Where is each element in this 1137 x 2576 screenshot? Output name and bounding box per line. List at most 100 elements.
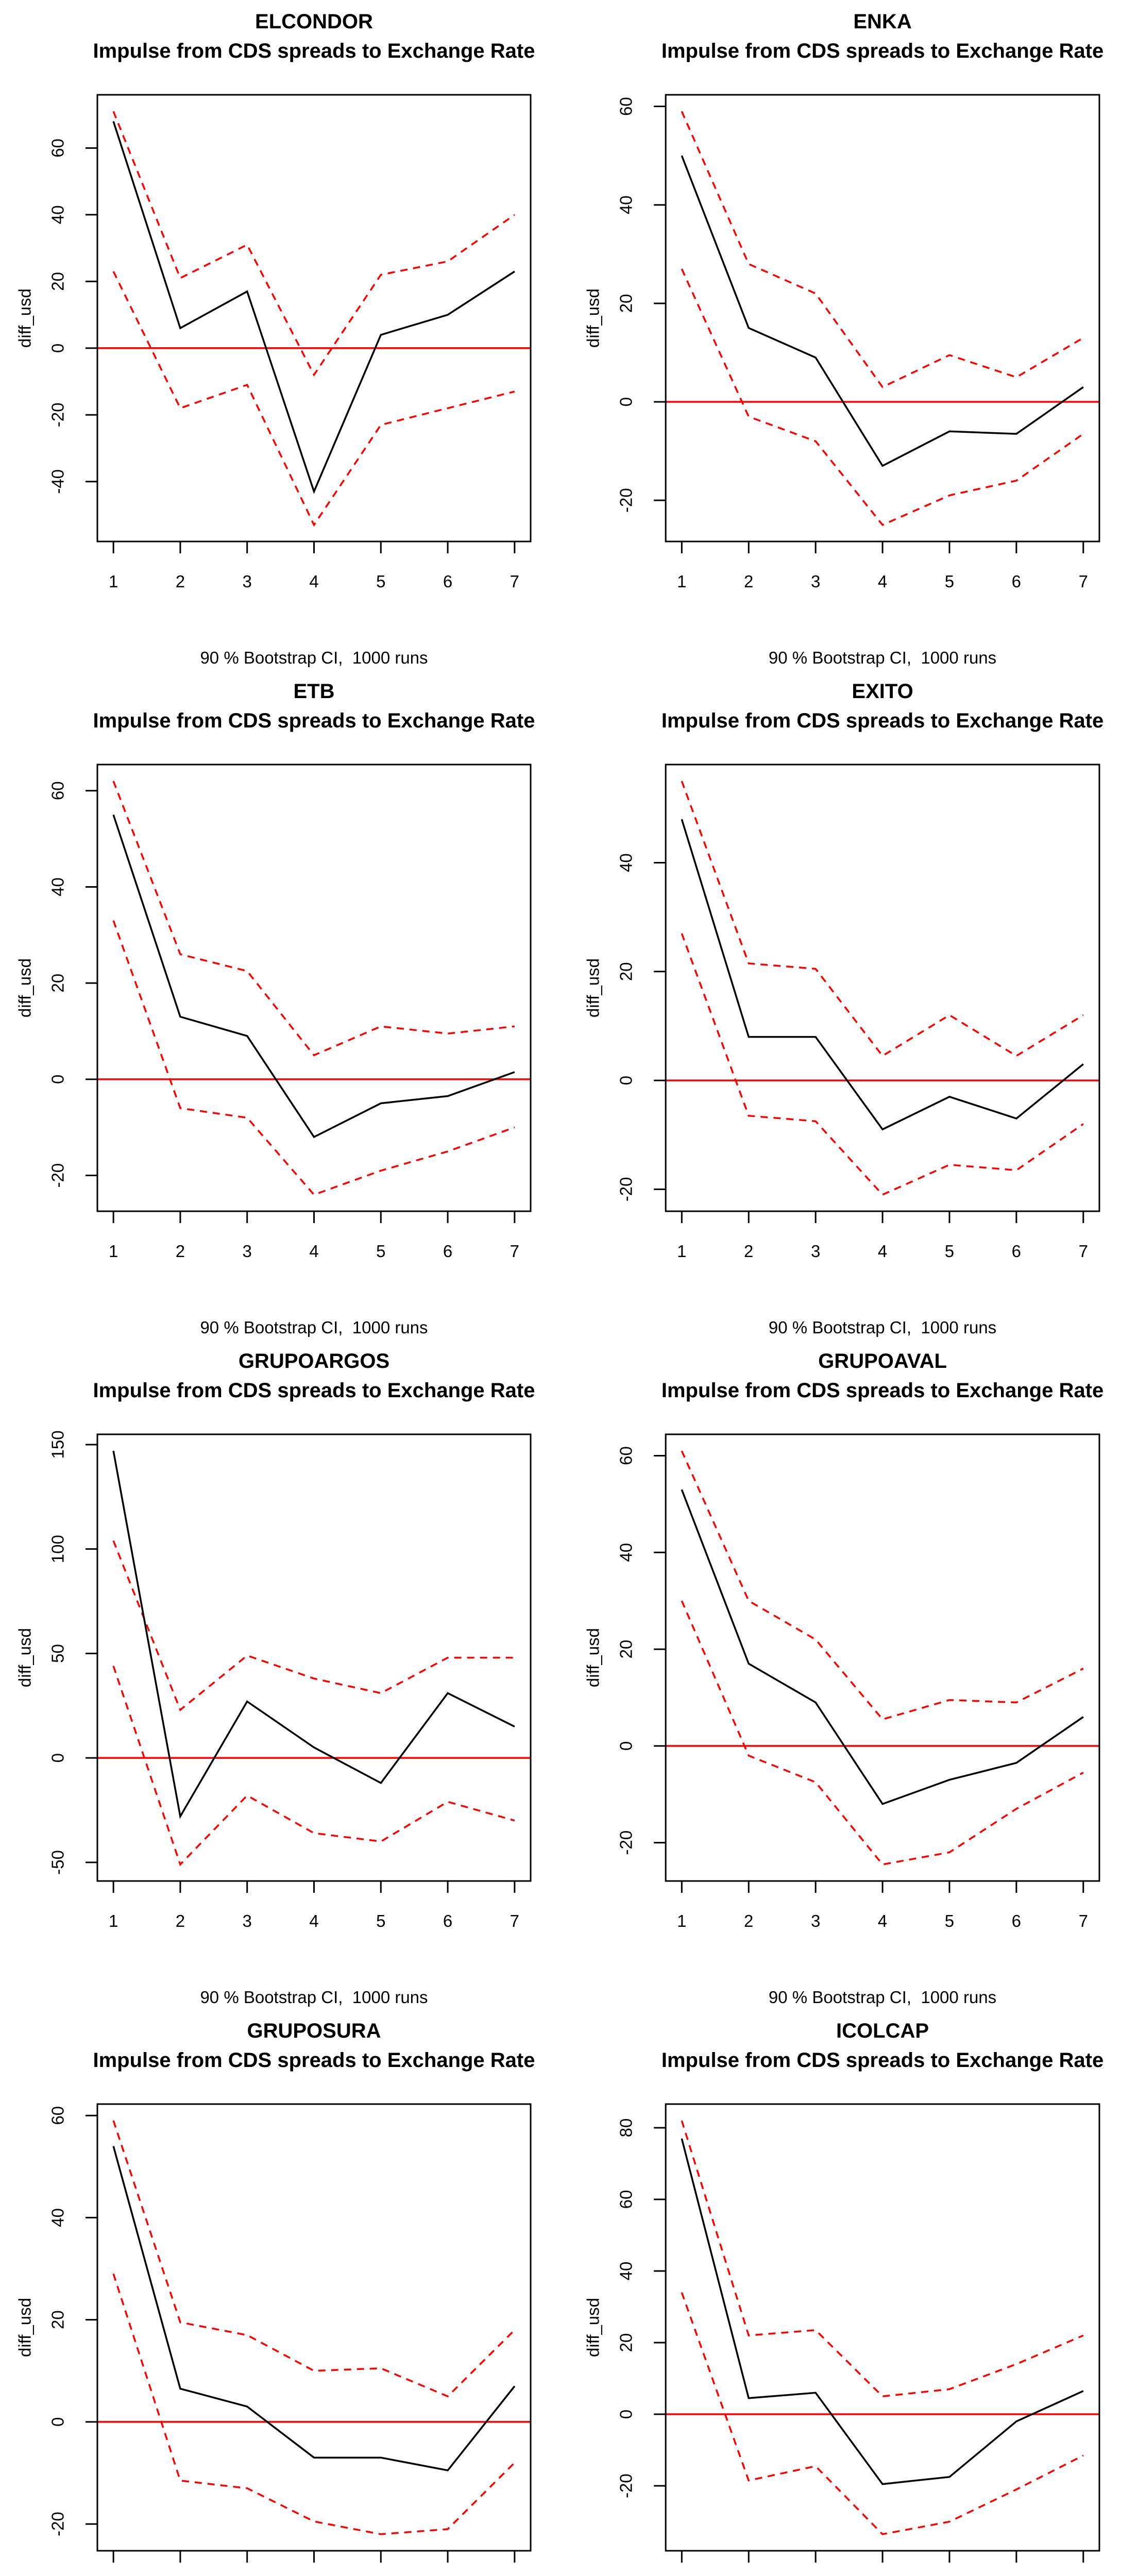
y-tick-label: -20: [617, 488, 636, 513]
y-tick-label: -20: [48, 1163, 67, 1188]
irf-chart: ELCONDOR Impulse from CDS spreads to Exch…: [15, 10, 535, 667]
y-tick-label: 40: [48, 2208, 67, 2227]
chart-title: GRUPOARGOS: [239, 1350, 389, 1372]
series-ci_upper: [112, 1540, 515, 1711]
plot-box: [665, 764, 1100, 1212]
y-axis: -20 0 20 40 60: [48, 2106, 97, 2536]
irf-panel: ICOLCAP Impulse from CDS spreads to Excha…: [568, 2009, 1137, 2576]
irf-chart: GRUPOSURA Impulse from CDS spreads to Exc…: [15, 2020, 535, 2563]
x-tick-label: 4: [878, 1911, 887, 1930]
x-tick-label: 5: [376, 1242, 385, 1261]
y-tick-label: 20: [617, 2333, 636, 2352]
y-tick-label: 150: [48, 1430, 67, 1459]
y-tick-label: 40: [48, 877, 67, 896]
y-axis: -20 0 20 40 60: [48, 781, 97, 1188]
y-tick-label: 0: [617, 2410, 636, 2419]
y-axis-label: diff_usd: [15, 1628, 35, 1687]
chart-title: GRUPOSURA: [247, 2020, 381, 2042]
y-axis-label: diff_usd: [584, 289, 603, 348]
y-axis-label: diff_usd: [15, 2298, 35, 2357]
chart-title: GRUPOAVAL: [818, 1350, 947, 1372]
x-tick-label: 3: [811, 572, 820, 591]
chart-caption: 90 % Bootstrap CI, 1000 runs: [200, 1318, 428, 1337]
x-tick-label: 1: [109, 1242, 118, 1261]
x-tick-label: 4: [309, 572, 318, 591]
y-tick-label: 20: [617, 962, 636, 981]
x-tick-label: 2: [744, 1242, 753, 1261]
x-tick-label: 4: [878, 572, 887, 591]
x-tick-label: 7: [1079, 1911, 1088, 1930]
y-tick-label: 100: [48, 1535, 67, 1563]
y-axis-label: diff_usd: [15, 958, 35, 1018]
y-tick-label: 20: [48, 272, 67, 291]
plot-box: [665, 1433, 1100, 1882]
x-axis: 1 2 3 4 5 6 7: [109, 541, 519, 591]
y-tick-label: -20: [617, 1177, 636, 1201]
x-tick-label: 6: [443, 1911, 452, 1930]
y-tick-label: 60: [617, 2190, 636, 2209]
x-tick-label: 1: [109, 1911, 118, 1930]
x-tick-label: 6: [1012, 1911, 1021, 1930]
chart-title: ICOLCAP: [836, 2020, 929, 2042]
x-axis: 1 2 3 4 5 6 7: [677, 1211, 1088, 1261]
x-tick-label: 5: [945, 1242, 954, 1261]
y-axis: -50 0 50 100 150: [48, 1430, 97, 1875]
y-tick-label: 0: [617, 1741, 636, 1751]
irf-chart: ICOLCAP Impulse from CDS spreads to Excha…: [584, 2020, 1104, 2563]
irf-panel: GRUPOAVAL Impulse from CDS spreads to Exc…: [568, 1340, 1137, 2009]
x-tick-label: 5: [376, 1911, 385, 1930]
x-axis: 1 2 3 4 5 6 7: [677, 541, 1088, 591]
x-tick-label: 3: [243, 1911, 252, 1930]
x-tick-label: 2: [176, 1911, 185, 1930]
x-axis: 1 2 3 4 5 6 7: [109, 1881, 519, 1930]
series-ci_upper: [681, 2120, 1084, 2398]
series-impulse: [112, 2146, 516, 2471]
y-tick-label: -40: [48, 469, 67, 494]
chart-caption: 90 % Bootstrap CI, 1000 runs: [200, 648, 428, 667]
x-tick-label: 6: [443, 572, 452, 591]
chart-caption: 90 % Bootstrap CI, 1000 runs: [769, 1988, 996, 2007]
y-tick-label: 40: [617, 2262, 636, 2281]
irf-panel: GRUPOARGOS Impulse from CDS spreads to Ex…: [0, 1340, 568, 2009]
series-impulse: [681, 819, 1084, 1131]
y-tick-label: 40: [48, 205, 67, 224]
series-ci_upper: [112, 781, 515, 1057]
y-axis: -20 0 20 40: [617, 853, 666, 1201]
y-tick-label: 0: [48, 1753, 67, 1762]
x-tick-label: 6: [1012, 1242, 1021, 1261]
series-ci_lower: [681, 1600, 1084, 1866]
series-ci_lower: [681, 268, 1084, 527]
y-tick-label: -20: [48, 402, 67, 427]
series-ci_upper: [681, 781, 1084, 1057]
x-tick-label: 2: [744, 1911, 753, 1930]
chart-subtitle: Impulse from CDS spreads to Exchange Rat…: [93, 1379, 535, 1402]
chart-subtitle: Impulse from CDS spreads to Exchange Rat…: [661, 1379, 1104, 1402]
y-tick-label: 80: [617, 2119, 636, 2138]
y-tick-label: 60: [617, 97, 636, 116]
y-axis-label: diff_usd: [15, 289, 35, 348]
y-tick-label: -50: [48, 1850, 67, 1875]
y-tick-label: 0: [48, 2417, 67, 2427]
x-tick-label: 7: [510, 1242, 519, 1261]
series-impulse: [681, 1489, 1084, 1805]
chart-title: EXITO: [852, 680, 913, 703]
plot-box: [96, 1433, 532, 1882]
chart-subtitle: Impulse from CDS spreads to Exchange Rat…: [93, 2049, 535, 2072]
y-tick-label: 0: [48, 344, 67, 353]
irf-panel: ELCONDOR Impulse from CDS spreads to Exch…: [0, 0, 568, 670]
series-ci_lower: [112, 271, 515, 527]
x-tick-label: 7: [1079, 572, 1088, 591]
y-axis: -40 -20 0 20 40 60: [48, 139, 97, 494]
series-impulse: [112, 121, 515, 495]
y-tick-label: 20: [617, 1640, 636, 1659]
y-axis: -20 0 20 40 60: [617, 1446, 666, 1855]
series-impulse: [112, 1450, 515, 1819]
x-tick-label: 3: [243, 1242, 252, 1261]
irf-panel: ENKA Impulse from CDS spreads to Exchange…: [568, 0, 1137, 670]
series-impulse: [112, 814, 515, 1139]
irf-chart: GRUPOARGOS Impulse from CDS spreads to Ex…: [15, 1350, 535, 2007]
x-tick-label: 5: [945, 572, 954, 591]
irf-chart: GRUPOAVAL Impulse from CDS spreads to Exc…: [584, 1350, 1104, 2007]
y-tick-label: 20: [48, 974, 67, 993]
